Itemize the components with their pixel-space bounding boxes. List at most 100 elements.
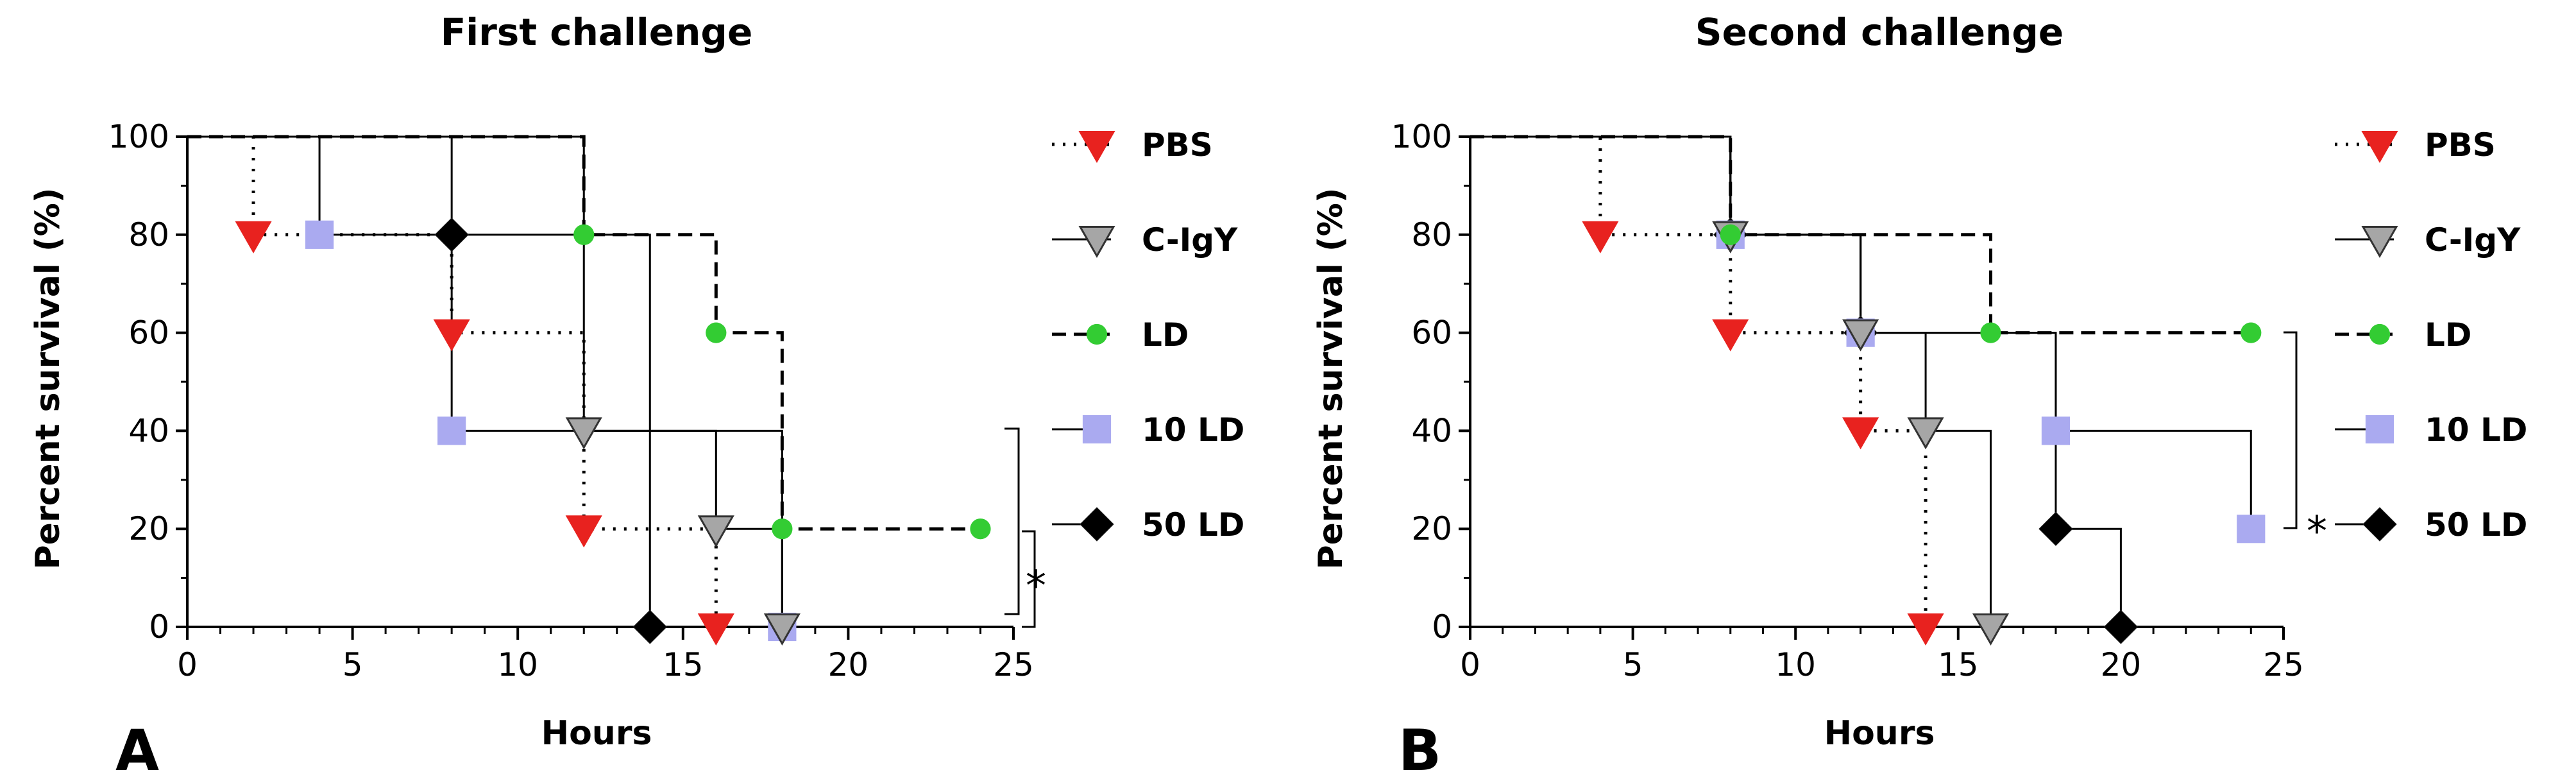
data-point-c-igy bbox=[565, 417, 602, 450]
legend-marker-ld bbox=[1086, 323, 1108, 345]
data-point-pbs bbox=[1712, 319, 1749, 352]
legend-item: C-IgY bbox=[1052, 221, 1238, 259]
panel-second-challenge: Second challenge Percent survival (%) Ho… bbox=[1004, 10, 2527, 770]
y-tick-label: 100 bbox=[108, 118, 169, 155]
x-tick-label: 25 bbox=[993, 646, 1034, 683]
legend-marker-c-igy bbox=[1078, 226, 1115, 259]
legend-label: 10 LD bbox=[1142, 411, 1244, 449]
y-tick-label: 20 bbox=[1411, 510, 1452, 547]
y-axis-label: Percent survival (%) bbox=[29, 188, 67, 570]
data-point-50-ld bbox=[632, 610, 667, 644]
data-point-pbs bbox=[433, 319, 470, 352]
data-point-ld bbox=[573, 224, 595, 245]
y-tick-label: 60 bbox=[128, 314, 169, 352]
legend-label: LD bbox=[2425, 316, 2471, 354]
x-tick-label: 10 bbox=[1775, 646, 1816, 683]
legend-item: C-IgY bbox=[2335, 221, 2521, 259]
data-point-c-igy bbox=[763, 613, 801, 646]
series-line-50-ld bbox=[1470, 135, 2122, 627]
y-tick-label: 80 bbox=[1411, 216, 1452, 253]
panel-label: A bbox=[115, 717, 159, 770]
data-point-ld bbox=[706, 322, 727, 343]
legend-label: 10 LD bbox=[2425, 411, 2527, 449]
significance-asterisk: * bbox=[2307, 508, 2327, 556]
x-tick-label: 5 bbox=[343, 646, 363, 683]
panel-label: B bbox=[1398, 717, 1441, 770]
x-tick-label: 20 bbox=[828, 646, 869, 683]
axes: 0 20 40 60 80 100 0 5 10 15 20 25 bbox=[108, 118, 1034, 683]
x-tick-label: 15 bbox=[663, 646, 704, 683]
data-point-ld bbox=[772, 518, 793, 540]
x-tick-label: 20 bbox=[2101, 646, 2142, 683]
x-axis-label: Hours bbox=[541, 714, 652, 753]
legend-marker-c-igy bbox=[2361, 226, 2398, 259]
legend-label: PBS bbox=[2425, 126, 2496, 164]
legend-item: PBS bbox=[2335, 126, 2496, 164]
data-point-pbs bbox=[1582, 221, 1619, 253]
legend-label: C-IgY bbox=[2425, 221, 2521, 259]
plot-area bbox=[1470, 135, 2266, 646]
legend-marker-50-ld bbox=[2362, 507, 2397, 542]
legend-marker-10-ld bbox=[2365, 415, 2394, 444]
series-line-pbs bbox=[1470, 135, 1928, 627]
y-tick-label: 60 bbox=[1411, 314, 1452, 352]
x-tick-label: 0 bbox=[1460, 646, 1480, 683]
legend-item: 10 LD bbox=[2335, 411, 2527, 449]
legend-marker-50-ld bbox=[1080, 507, 1114, 542]
legend-label: 50 LD bbox=[1142, 506, 1244, 543]
x-tick-label: 10 bbox=[497, 646, 538, 683]
legend-item: PBS bbox=[1052, 126, 1213, 164]
series-line-c-igy bbox=[187, 135, 783, 627]
panel-first-challenge: First challenge Percent survival (%) Hou… bbox=[29, 10, 1244, 770]
data-point-ld bbox=[1720, 224, 1741, 245]
significance-bracket-line bbox=[1004, 427, 1020, 615]
legend-marker-10-ld bbox=[1082, 415, 1112, 444]
data-point-10-ld bbox=[2237, 515, 2266, 543]
significance-bracket bbox=[1022, 530, 1036, 628]
data-point-pbs bbox=[235, 221, 272, 253]
data-point-c-igy bbox=[697, 515, 734, 548]
y-tick-label: 80 bbox=[128, 216, 169, 253]
x-tick-label: 15 bbox=[1938, 646, 1979, 683]
legend: PBS C-IgY LD 10 LD 50 LD bbox=[2335, 126, 2527, 543]
series-line-50-ld bbox=[187, 135, 651, 627]
significance-bracket bbox=[1004, 331, 2298, 615]
data-point-ld bbox=[2241, 322, 2262, 343]
data-point-10-ld bbox=[437, 416, 466, 445]
data-point-ld bbox=[1980, 322, 2001, 343]
y-tick-label: 0 bbox=[149, 608, 169, 646]
significance-bracket-line bbox=[2284, 331, 2298, 529]
x-tick-label: 5 bbox=[1623, 646, 1643, 683]
data-point-50-ld bbox=[2038, 511, 2073, 546]
x-tick-label: 0 bbox=[177, 646, 198, 683]
y-tick-label: 20 bbox=[128, 510, 169, 547]
series-line-10-ld bbox=[187, 135, 783, 627]
legend-marker-pbs bbox=[2361, 131, 2398, 164]
plot-area bbox=[187, 135, 991, 646]
significance-asterisk: * bbox=[1026, 563, 1046, 610]
data-point-c-igy bbox=[1907, 417, 1944, 450]
x-tick-label: 25 bbox=[2263, 646, 2304, 683]
legend-marker-pbs bbox=[1078, 131, 1115, 164]
chart-title: First challenge bbox=[441, 10, 753, 54]
data-point-pbs bbox=[565, 515, 602, 548]
legend-item: 50 LD bbox=[2335, 506, 2527, 543]
legend-marker-ld bbox=[2369, 323, 2391, 345]
axes: 0 20 40 60 80 100 0 5 10 15 20 25 bbox=[1391, 118, 2304, 683]
y-tick-label: 40 bbox=[128, 412, 169, 449]
chart-title: Second challenge bbox=[1695, 10, 2063, 54]
legend-item: 50 LD bbox=[1052, 506, 1244, 543]
data-point-50-ld bbox=[434, 218, 469, 252]
legend: PBS C-IgY LD 10 LD 50 LD bbox=[1052, 126, 1244, 543]
significance-bracket-line bbox=[1022, 530, 1036, 628]
data-point-10-ld bbox=[2041, 416, 2071, 445]
data-point-c-igy bbox=[1842, 319, 1879, 352]
data-point-pbs bbox=[1842, 417, 1879, 450]
legend-label: C-IgY bbox=[1142, 221, 1238, 259]
legend-label: 50 LD bbox=[2425, 506, 2527, 543]
y-axis-label: Percent survival (%) bbox=[1312, 188, 1350, 570]
y-tick-label: 0 bbox=[1432, 608, 1452, 646]
data-point-pbs bbox=[697, 613, 734, 646]
legend-label: PBS bbox=[1142, 126, 1213, 164]
